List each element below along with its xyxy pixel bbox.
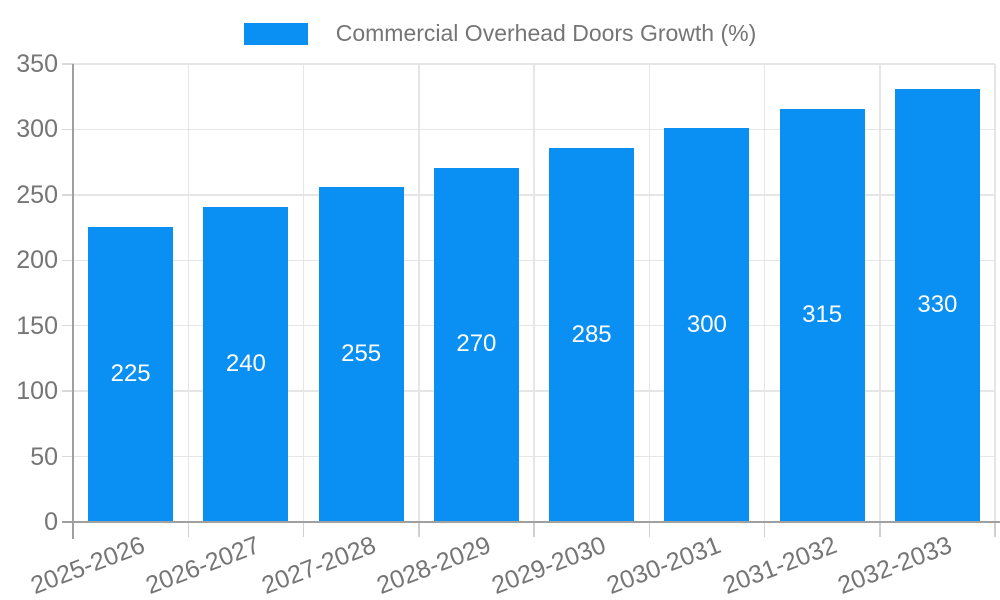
legend-label: Commercial Overhead Doors Growth (%) (335, 20, 757, 46)
bar-value-label: 270 (456, 330, 497, 358)
x-tick-label: 2030-2031 (603, 531, 725, 600)
vertical-gridline (418, 64, 420, 522)
x-axis-tick (994, 522, 996, 537)
y-tick-label: 200 (16, 246, 58, 275)
y-axis-tick (62, 455, 73, 458)
bar[interactable]: 255 (318, 187, 404, 521)
bar-value-label: 225 (110, 359, 151, 387)
y-axis-tick (62, 128, 73, 131)
bar[interactable]: 315 (779, 108, 865, 521)
vertical-gridline (648, 64, 650, 522)
x-axis-tick (418, 522, 420, 537)
bar-value-label: 255 (341, 340, 382, 368)
vertical-gridline (994, 64, 996, 522)
bar[interactable]: 330 (894, 89, 980, 521)
legend-swatch[interactable] (243, 22, 308, 45)
y-tick-label: 150 (16, 311, 58, 340)
vertical-gridline (187, 64, 189, 522)
x-tick-label: 2031-2032 (718, 531, 841, 600)
x-tick-label: 2032-2033 (833, 531, 956, 600)
x-tick-label: 2028-2029 (372, 531, 495, 600)
y-axis-tick (62, 324, 73, 327)
bar[interactable]: 300 (664, 128, 750, 521)
y-tick-label: 0 (44, 508, 58, 536)
bar[interactable]: 285 (549, 148, 635, 521)
x-axis-tick (648, 522, 650, 537)
legend[interactable]: Commercial Overhead Doors Growth (%) (0, 20, 1000, 47)
bar[interactable]: 270 (433, 167, 519, 521)
y-axis-tick (62, 63, 73, 65)
bar-value-label: 300 (686, 310, 727, 338)
vertical-gridline (763, 64, 766, 522)
x-axis-tick (533, 522, 535, 537)
bar[interactable]: 225 (88, 226, 174, 521)
x-tick-label: 2026-2027 (142, 531, 264, 600)
vertical-gridline (533, 64, 535, 522)
y-tick-label: 300 (16, 115, 58, 144)
y-axis-tick (62, 194, 73, 196)
x-tick-label: 2025-2026 (27, 531, 149, 600)
vertical-gridline (302, 64, 305, 522)
y-tick-label: 50 (30, 442, 58, 471)
bar-value-label: 240 (225, 349, 266, 377)
x-axis-tick (879, 522, 881, 537)
y-tick-label: 250 (16, 180, 58, 209)
x-axis-tick (187, 522, 189, 537)
vertical-gridline (879, 64, 881, 522)
x-axis-tick (763, 522, 766, 537)
x-tick-label: 2029-2030 (488, 531, 610, 600)
y-axis-tick (62, 390, 73, 392)
x-tick-label: 2027-2028 (257, 531, 380, 600)
x-axis-tick (302, 522, 305, 537)
y-tick-label: 100 (16, 377, 58, 406)
bar-value-label: 330 (917, 291, 958, 319)
y-axis-tick (62, 259, 73, 262)
x-axis-line (62, 521, 1000, 523)
y-tick-label: 350 (16, 50, 58, 78)
bar[interactable]: 240 (203, 206, 289, 521)
bar-value-label: 285 (571, 320, 612, 348)
y-axis-line (72, 64, 74, 539)
bar-value-label: 315 (802, 300, 843, 328)
